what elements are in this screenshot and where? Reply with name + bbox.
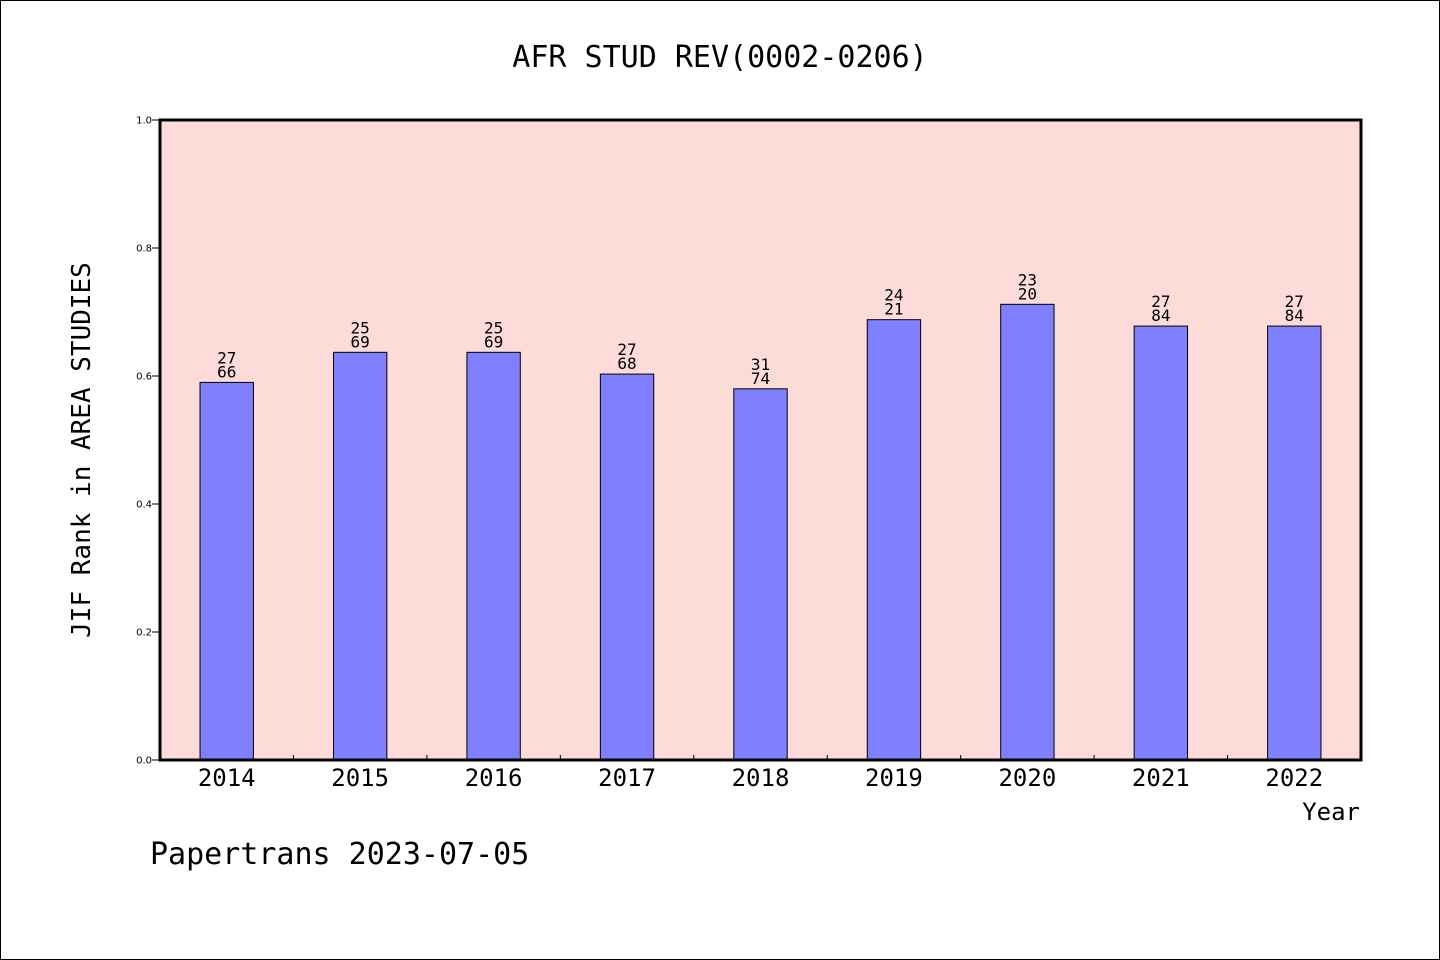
footer-text: Papertrans 2023-07-05 [150, 837, 529, 872]
bar-2014 [199, 381, 254, 761]
data-label-top-2017: 27 [617, 340, 636, 359]
bar-2017 [599, 373, 655, 761]
chart-title: AFR STUD REV(0002-0206) [512, 40, 927, 75]
x-axis-label: Year [1302, 798, 1360, 826]
data-label-top-2014: 27 [217, 348, 236, 367]
bar-2022 [1267, 325, 1322, 761]
y-tick-label: 0.8 [136, 244, 152, 255]
ticks-group: 2014 2015 2016 2017 2018 2019 2020 2021 20220.00… [136, 116, 1323, 793]
data-label-bottom-2022: 84 [1285, 306, 1304, 325]
plot-border [158, 118, 1363, 762]
y-tick-label: 0.4 [136, 500, 152, 511]
data-label-top-2020: 23 [1018, 270, 1037, 289]
data-label-top-2019: 24 [884, 286, 903, 305]
data-label-top-2016: 25 [484, 318, 503, 337]
x-tick-label-2014: 2014 [198, 764, 256, 792]
bar-2020 [1000, 303, 1055, 761]
data-label-bottom-2017: 68 [617, 354, 636, 373]
x-tick-label-2017: 2017 [598, 764, 656, 792]
y-axis-label: JIF Rank in AREA STUDIES [67, 262, 97, 638]
data-label-bottom-2015: 69 [351, 332, 370, 351]
y-tick-label: 0.0 [136, 756, 152, 767]
data-label-bottom-2020: 20 [1018, 284, 1037, 303]
data-label-bottom-2021: 84 [1151, 306, 1170, 325]
x-tick-label-2018: 2018 [732, 764, 790, 792]
data-label-bottom-2016: 69 [484, 332, 503, 351]
bar-2021 [1133, 325, 1189, 761]
data-label-top-2022: 27 [1285, 292, 1304, 311]
x-tick-label-2019: 2019 [865, 764, 923, 792]
data-label-bottom-2018: 74 [751, 369, 770, 388]
bar-2016 [466, 351, 521, 761]
bar-2018 [733, 388, 788, 761]
y-tick-label: 0.6 [136, 372, 152, 383]
x-tick-label-2020: 2020 [998, 764, 1056, 792]
x-tick-label-2016: 2016 [465, 764, 523, 792]
data-label-bottom-2014: 66 [217, 362, 236, 381]
bar-2015 [332, 351, 388, 761]
bar-2019 [866, 319, 922, 761]
x-tick-label-2022: 2022 [1265, 764, 1323, 792]
data-label-top-2021: 27 [1151, 292, 1170, 311]
y-tick-label: 1.0 [136, 116, 152, 127]
x-tick-label-2015: 2015 [331, 764, 389, 792]
x-tick-label-2021: 2021 [1132, 764, 1190, 792]
data-label-bottom-2019: 21 [884, 300, 903, 319]
data-label-top-2018: 31 [751, 355, 770, 374]
y-tick-label: 0.2 [136, 628, 152, 639]
data-label-top-2015: 25 [351, 318, 370, 337]
